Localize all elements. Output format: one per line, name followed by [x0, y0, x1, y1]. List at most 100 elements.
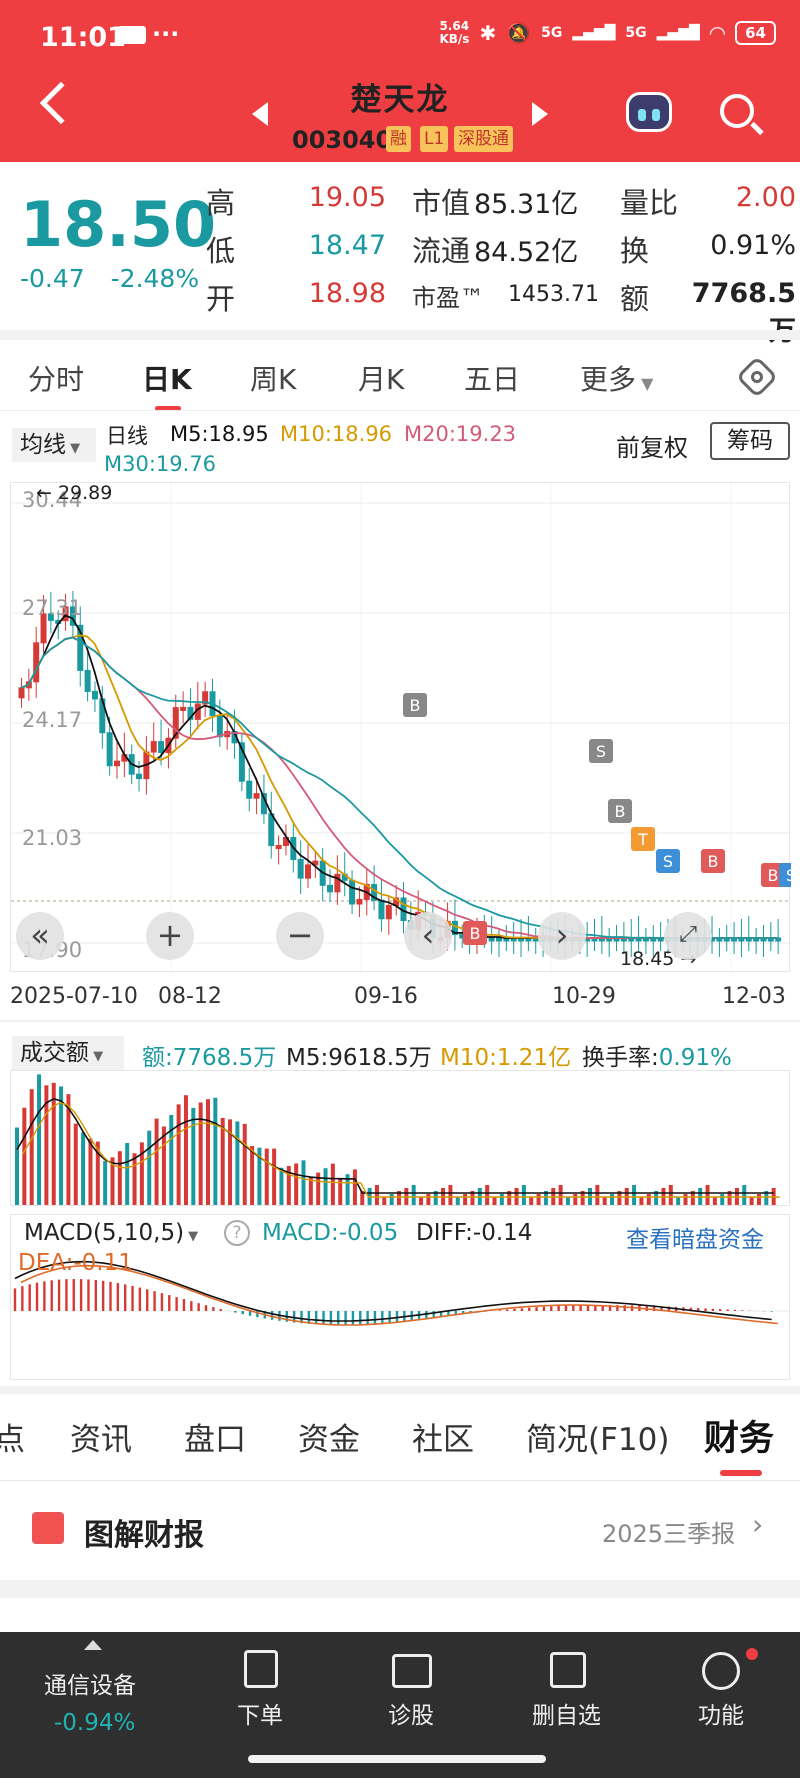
search-icon[interactable] [720, 94, 754, 128]
zoom-in-icon[interactable]: + [146, 912, 194, 960]
y-tick-3: 21.03 [22, 826, 83, 850]
svg-text:B: B [708, 852, 719, 871]
divider [0, 410, 800, 411]
stock-code: 003040 [292, 126, 393, 154]
diff-value: DIFF:-0.14 [416, 1220, 533, 1246]
notification-icon [118, 26, 146, 44]
date-label-2: 09-16 [354, 984, 418, 1009]
svg-text:B: B [615, 802, 626, 821]
high-label: 高 [206, 186, 236, 220]
nav-diagnose[interactable]: 诊股 [388, 1703, 434, 1729]
chart-report-icon [32, 1512, 64, 1544]
svg-text:B: B [470, 924, 481, 943]
open-label: 开 [206, 282, 236, 316]
date-label-0: 2025-07-10 [10, 984, 138, 1009]
mktcap-label: 市值 [412, 186, 471, 220]
tab-weekly[interactable]: 周K [250, 363, 297, 396]
stock-name: 楚天龙 [350, 82, 450, 118]
caret-up-icon [84, 1640, 102, 1650]
tab-monthly[interactable]: 月K [358, 363, 405, 396]
next-stock-icon[interactable] [532, 102, 548, 126]
svg-text:T: T [637, 830, 648, 849]
tab-intraday[interactable]: 分时 [28, 363, 85, 396]
notification-dot [746, 1648, 758, 1660]
current-price: 18.50 [20, 188, 217, 261]
change-percent: -2.48% [110, 264, 200, 293]
help-icon[interactable]: ? [224, 1220, 250, 1246]
scroll-right-icon[interactable]: › [538, 912, 586, 960]
tab-finance[interactable]: 财务 [704, 1419, 775, 1459]
volume-m5: M5:9618.5万 [286, 1045, 432, 1071]
volume-chart[interactable] [10, 1070, 790, 1206]
low-value: 18.47 [308, 230, 386, 261]
volume-m10: M10:1.21亿 [440, 1045, 572, 1071]
turnover-rate: 换手率:0.91% [582, 1045, 732, 1071]
nav-remove[interactable]: 删自选 [532, 1703, 601, 1729]
nav-order[interactable]: 下单 [237, 1703, 283, 1729]
y-tick-0: 30.44 [22, 488, 83, 512]
ma-period: 日线 [106, 424, 148, 448]
svg-text:S: S [596, 742, 606, 761]
zoom-out-icon[interactable]: − [276, 912, 324, 960]
tab-profile[interactable]: 简况(F10) [526, 1422, 670, 1458]
macd-selector[interactable]: MACD(5,10,5) ▼ [24, 1220, 199, 1246]
divider [0, 1480, 800, 1481]
svg-text:S: S [663, 852, 673, 871]
adjust-toggle[interactable]: 前复权 [616, 434, 688, 462]
macd-chart[interactable] [10, 1214, 791, 1380]
tab-funds[interactable]: 资金 [298, 1422, 360, 1458]
dea-value: DEA:-0.11 [18, 1250, 133, 1276]
dark-pool-link[interactable]: 查看暗盘资金 [626, 1227, 764, 1253]
tab-more[interactable]: 更多 ▼ [580, 363, 654, 396]
low-label: 低 [206, 234, 236, 268]
mktcap-value: 85.31亿 [474, 189, 579, 220]
pe-label: 市盈™ [412, 284, 484, 312]
order-icon[interactable] [244, 1650, 278, 1688]
report-row[interactable] [0, 1486, 800, 1582]
ma30-value: M30:19.76 [104, 452, 217, 476]
diagnose-icon[interactable] [392, 1654, 432, 1688]
ma-selector[interactable]: 均线 ▼ [12, 428, 96, 462]
tab-news[interactable]: 资讯 [70, 1422, 132, 1458]
scroll-left-icon[interactable]: ‹ [404, 912, 452, 960]
ma20-value: M20:19.23 [404, 422, 517, 446]
tab-daily[interactable]: 日K [142, 363, 192, 396]
battery-icon: 64 [735, 21, 776, 45]
fullscreen-icon[interactable]: ⤢ [664, 912, 712, 960]
remove-watchlist-icon[interactable] [550, 1652, 586, 1688]
float-label: 流通 [412, 234, 471, 268]
tab-orderbook[interactable]: 盘口 [184, 1422, 246, 1458]
vol-ratio-label: 量比 [620, 186, 679, 220]
report-period: 2025三季报 [602, 1520, 736, 1548]
signal-bars-icon: ▂▄▆█ [656, 25, 700, 41]
pe-value: 1453.71 [508, 282, 599, 307]
home-indicator [248, 1755, 546, 1763]
signal-bars-icon: ▂▄▆█ [572, 25, 616, 41]
divider [0, 1020, 800, 1022]
volume-svg [15, 1074, 780, 1205]
turnover-label: 换 [620, 234, 650, 268]
vol-ratio-value: 2.00 [735, 182, 796, 213]
scroll-left-fast-icon[interactable]: « [16, 912, 64, 960]
assistant-robot-icon[interactable] [626, 92, 672, 132]
mute-icon: 🔕 [506, 21, 532, 45]
tab-community[interactable]: 社区 [412, 1422, 474, 1458]
date-label-4: 12-03 [722, 984, 786, 1009]
tab-point[interactable]: 点 [0, 1422, 25, 1458]
tab-five-day[interactable]: 五日 [464, 363, 521, 396]
chips-button[interactable]: 筹码 [710, 422, 790, 460]
prev-stock-icon[interactable] [252, 102, 268, 126]
bluetooth-icon: ✱ [479, 21, 497, 45]
y-tick-2: 24.17 [22, 708, 83, 732]
sector-name[interactable]: 通信设备 [44, 1673, 136, 1699]
date-label-1: 08-12 [158, 984, 222, 1009]
chevron-right-icon: › [752, 1508, 764, 1541]
tag-level: L1 [420, 126, 449, 152]
status-more: ··· [152, 20, 180, 48]
function-icon[interactable] [702, 1652, 740, 1690]
volume-selector[interactable]: 成交额 ▼ [12, 1036, 124, 1070]
wifi-icon: ◠ [709, 21, 726, 45]
nav-function[interactable]: 功能 [698, 1703, 744, 1729]
